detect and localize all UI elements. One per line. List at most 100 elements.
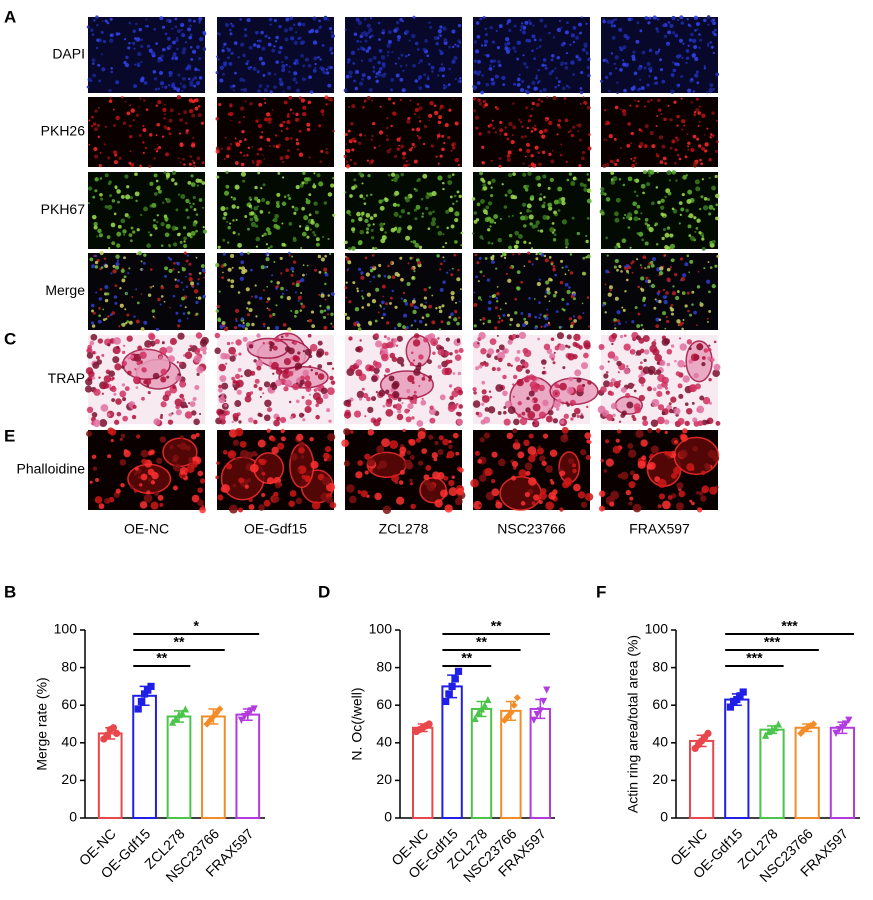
speckle: [89, 28, 94, 33]
speckle: [232, 379, 237, 384]
speckle: [644, 267, 647, 270]
speckle: [452, 432, 459, 439]
speckle: [481, 161, 485, 165]
speckle: [300, 455, 305, 459]
speckle: [674, 440, 678, 444]
speckle: [349, 213, 352, 217]
speckle: [399, 64, 403, 68]
speckle: [161, 86, 164, 89]
speckle: [355, 359, 363, 366]
speckle: [490, 479, 496, 484]
speckle: [378, 66, 383, 71]
speckle: [90, 333, 98, 341]
speckle: [188, 77, 191, 81]
speckle: [107, 156, 111, 160]
speckle: [332, 213, 336, 217]
speckle: [325, 71, 330, 75]
speckle: [371, 375, 378, 383]
speckle: [355, 17, 360, 22]
speckle: [179, 304, 183, 307]
speckle: [455, 403, 459, 406]
speckle: [477, 459, 483, 464]
speckle: [164, 232, 170, 238]
speckle: [133, 376, 140, 383]
micrograph: [599, 169, 720, 251]
speckle: [568, 376, 574, 382]
speckle: [454, 354, 462, 361]
speckle: [649, 285, 652, 287]
speckle: [164, 274, 168, 278]
speckle: [229, 102, 232, 106]
speckle: [266, 300, 269, 304]
speckle: [234, 387, 238, 391]
speckle: [491, 488, 500, 497]
speckle: [477, 73, 480, 76]
data-point: [144, 686, 152, 694]
speckle: [660, 212, 664, 216]
speckle: [221, 48, 225, 53]
speckle: [451, 45, 455, 49]
speckle: [100, 30, 104, 34]
speckle: [540, 325, 543, 329]
speckle: [171, 412, 174, 415]
speckle: [280, 335, 284, 338]
speckle: [658, 48, 661, 51]
speckle: [568, 458, 575, 465]
data-point: [471, 714, 479, 722]
speckle: [296, 433, 304, 442]
speckle: [266, 428, 271, 433]
speckle: [538, 499, 543, 505]
speckle: [642, 255, 647, 260]
speckle: [678, 490, 686, 498]
speckle: [163, 103, 166, 106]
speckle: [127, 356, 131, 360]
speckle: [502, 83, 506, 87]
speckle: [576, 384, 585, 393]
speckle: [306, 127, 311, 132]
speckle: [199, 478, 206, 484]
speckle: [660, 198, 665, 203]
speckle: [549, 177, 554, 183]
speckle: [524, 491, 531, 498]
speckle: [236, 205, 240, 209]
speckle: [374, 75, 378, 79]
speckle: [106, 292, 110, 296]
speckle: [439, 25, 443, 29]
speckle: [543, 128, 548, 133]
speckle: [287, 149, 290, 152]
speckle: [260, 187, 263, 190]
speckle: [489, 218, 495, 224]
speckle: [365, 272, 371, 277]
speckle: [274, 73, 277, 76]
speckle: [655, 152, 659, 156]
speckle: [423, 124, 428, 129]
speckle: [90, 125, 94, 128]
speckle: [418, 384, 421, 387]
speckle: [627, 17, 632, 22]
speckle: [292, 260, 297, 264]
speckle: [629, 496, 634, 501]
speckle: [306, 177, 310, 181]
speckle: [693, 15, 699, 20]
speckle: [703, 134, 706, 136]
speckle: [99, 288, 103, 291]
speckle: [547, 202, 553, 208]
speckle: [189, 45, 193, 49]
speckle: [411, 299, 416, 304]
speckle: [249, 102, 253, 106]
speckle: [480, 90, 484, 95]
speckle: [492, 59, 497, 63]
speckle: [408, 195, 411, 198]
speckle: [113, 392, 117, 396]
speckle: [676, 62, 680, 67]
speckle: [263, 325, 266, 328]
speckle: [234, 71, 237, 75]
speckle: [174, 25, 178, 29]
speckle: [283, 386, 289, 392]
speckle: [413, 113, 416, 116]
speckle: [711, 185, 716, 191]
speckle: [708, 344, 711, 347]
speckle: [442, 83, 446, 87]
speckle: [642, 191, 645, 195]
speckle: [640, 129, 643, 133]
